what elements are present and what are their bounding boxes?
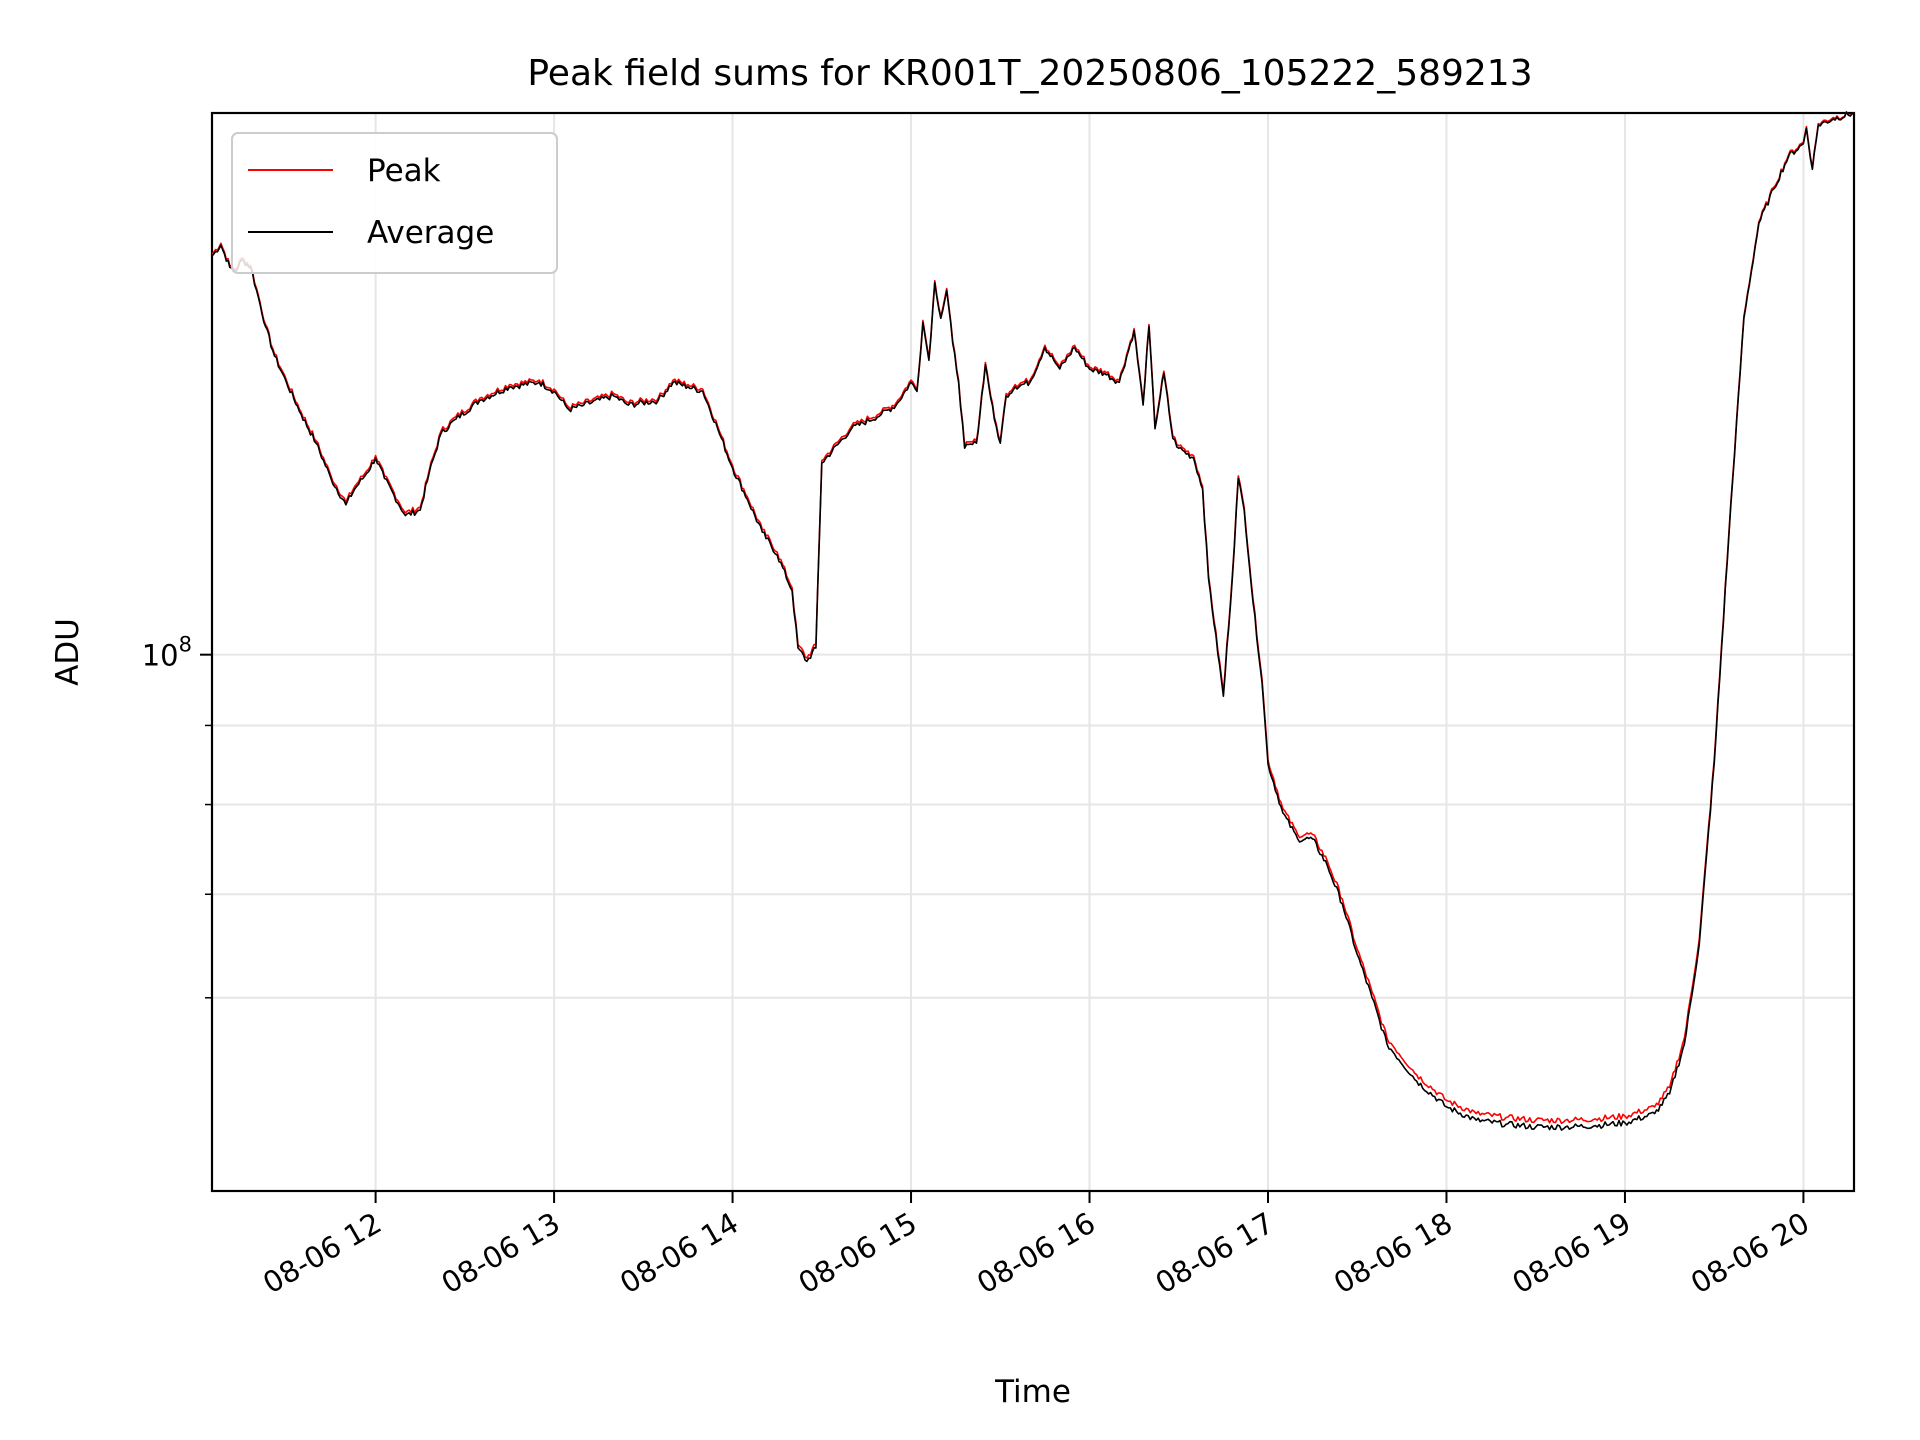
x-tick-label: 08-06 13 <box>436 1206 566 1301</box>
y-axis-label: ADU <box>50 618 86 686</box>
y-tick-label: 108 <box>142 633 192 673</box>
series-peak-line <box>211 111 1855 1125</box>
x-tick-label: 08-06 16 <box>971 1206 1101 1301</box>
x-tick-label: 08-06 20 <box>1685 1206 1815 1301</box>
x-tick-label: 08-06 17 <box>1150 1206 1280 1301</box>
series-layer <box>211 111 1855 1131</box>
y-axis: 108 <box>142 633 212 999</box>
series-average-line <box>211 111 1855 1131</box>
x-tick-label: 08-06 15 <box>793 1206 923 1301</box>
x-axis: 08-06 12 08-06 13 08-06 14 08-06 15 08-06 16… <box>257 1191 1815 1300</box>
legend-average-label: Average <box>367 215 494 251</box>
legend: Peak Average <box>231 132 558 274</box>
grid-lines <box>212 113 1854 1191</box>
legend-peak-label: Peak <box>367 153 441 189</box>
x-tick-label: 08-06 14 <box>614 1206 744 1301</box>
x-tick-label: 08-06 19 <box>1507 1206 1637 1301</box>
legend-box <box>231 132 558 274</box>
plot-area <box>210 111 1856 1193</box>
x-tick-label: 08-06 12 <box>257 1206 387 1301</box>
chart-title: Peak field sums for KR001T_20250806_1052… <box>527 53 1532 94</box>
x-axis-label: Time <box>994 1374 1071 1410</box>
x-tick-label: 08-06 18 <box>1328 1206 1458 1301</box>
